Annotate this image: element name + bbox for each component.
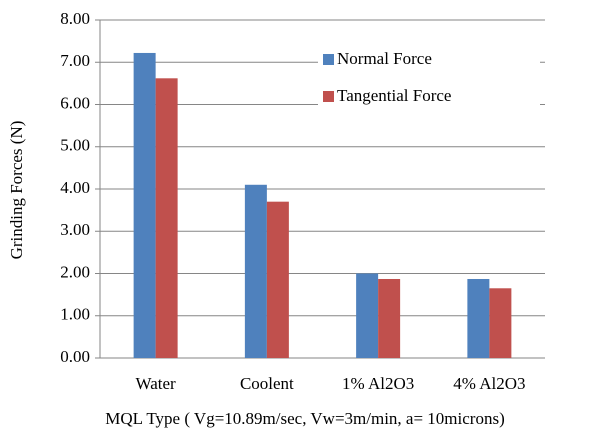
legend-label: Normal Force xyxy=(337,49,432,68)
y-tick-label: 1.00 xyxy=(60,305,90,324)
y-axis-title: Grinding Forces (N) xyxy=(7,121,26,260)
x-tick-label: Coolent xyxy=(240,374,294,393)
x-tick-label: 1% Al2O3 xyxy=(342,374,414,393)
bar xyxy=(467,278,490,358)
x-tick-label: 4% Al2O3 xyxy=(453,374,525,393)
y-tick-label: 8.00 xyxy=(60,9,90,28)
bar xyxy=(356,273,379,358)
bar xyxy=(155,78,178,359)
y-tick-label: 2.00 xyxy=(60,262,90,281)
bar xyxy=(244,184,267,358)
y-tick-label: 5.00 xyxy=(60,136,90,155)
bar xyxy=(133,52,156,359)
y-tick-label: 6.00 xyxy=(60,93,90,112)
bar xyxy=(266,201,289,358)
y-tick-label: 7.00 xyxy=(60,51,90,70)
y-tick-label: 0.00 xyxy=(60,347,90,366)
x-axis-title: MQL Type ( Vg=10.89m/sec, Vw=3m/min, a= … xyxy=(105,409,505,428)
bar xyxy=(378,278,401,358)
legend-swatch xyxy=(323,91,334,102)
legend-label: Tangential Force xyxy=(337,86,451,105)
legend-box xyxy=(318,48,540,118)
legend-swatch xyxy=(323,54,334,65)
y-tick-label: 4.00 xyxy=(60,178,90,197)
x-tick-label: Water xyxy=(136,374,176,393)
bar xyxy=(489,288,512,358)
y-tick-label: 3.00 xyxy=(60,220,90,239)
